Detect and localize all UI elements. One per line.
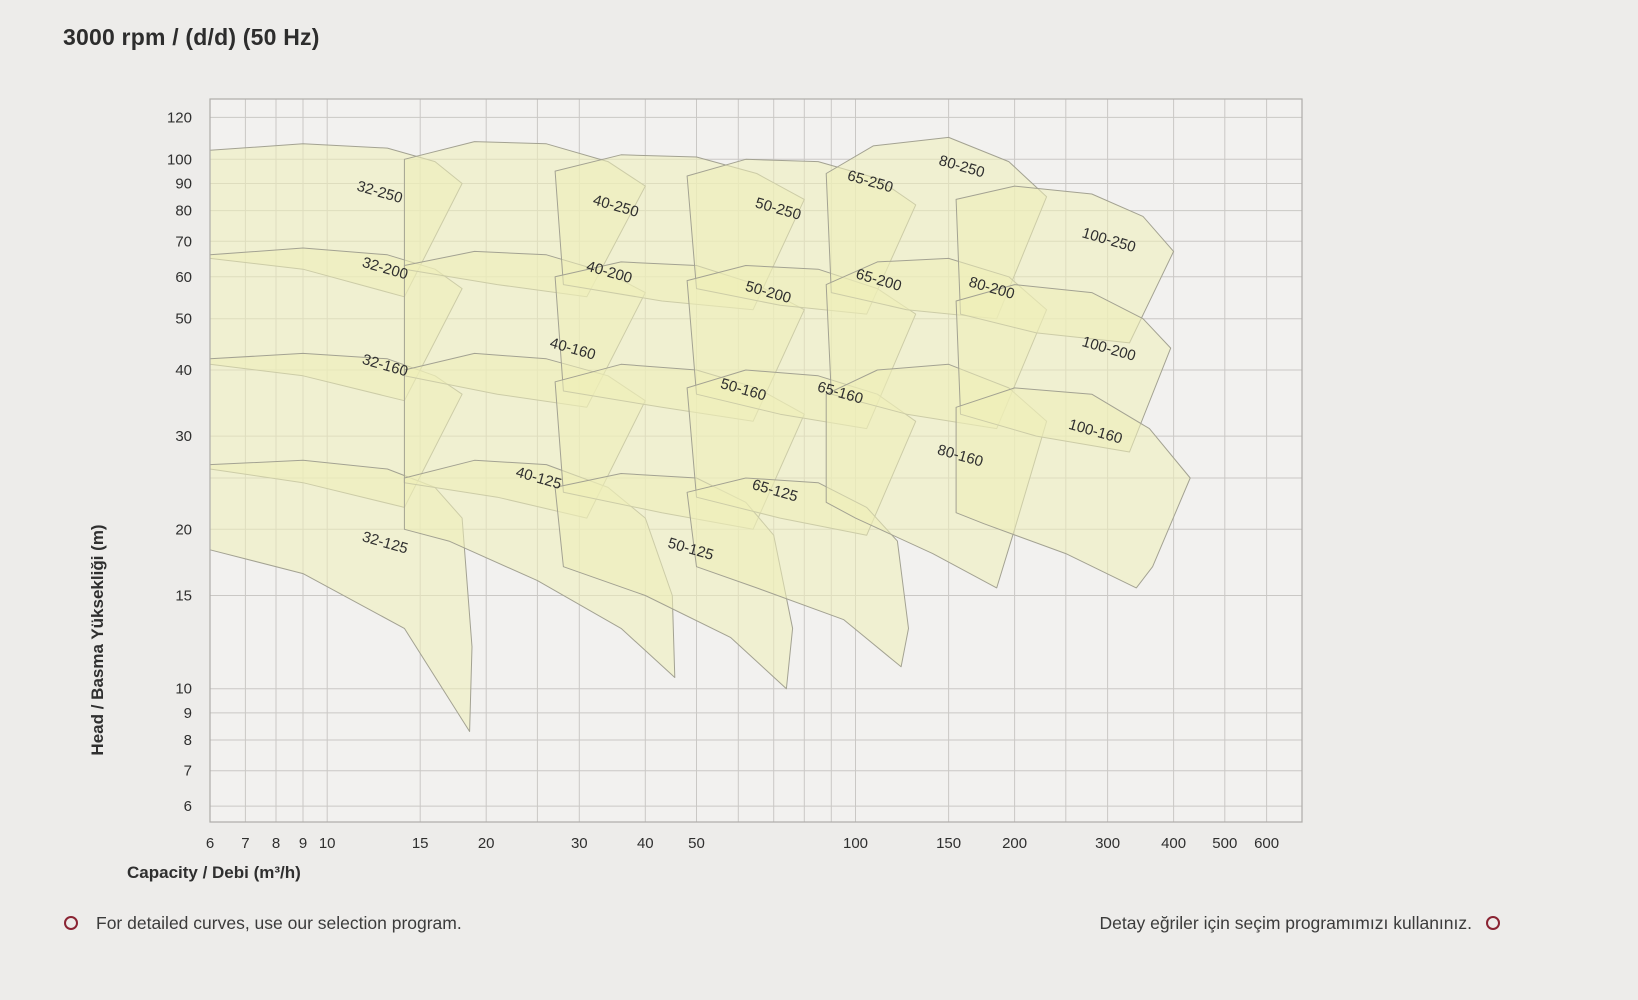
y-tick-100: 100 <box>167 151 192 168</box>
x-tick-300: 300 <box>1095 835 1120 852</box>
plot-frame <box>209 98 1303 823</box>
page-title: 3000 rpm / (d/d) (50 Hz) <box>63 24 320 50</box>
region-65-125 <box>686 477 909 668</box>
y-tick-9: 9 <box>184 705 192 722</box>
y-axis-label: Head / Basma Yüksekliği (m) <box>88 524 107 755</box>
x-tick-20: 20 <box>478 835 495 852</box>
footer: For detailed curves, use our selection p… <box>0 903 1638 943</box>
y-tick-6: 6 <box>184 798 192 815</box>
y-tick-20: 20 <box>175 521 192 538</box>
x-tick-100: 100 <box>843 835 868 852</box>
x-tick-50: 50 <box>688 835 705 852</box>
footer-note-left: For detailed curves, use our selection p… <box>64 913 462 934</box>
region-100-160 <box>955 387 1191 589</box>
y-tick-8: 8 <box>184 732 192 749</box>
y-tick-15: 15 <box>175 588 192 605</box>
y-tick-60: 60 <box>175 269 192 286</box>
x-tick-40: 40 <box>637 835 654 852</box>
footer-left-text: For detailed curves, use our selection p… <box>96 912 462 933</box>
x-tick-600: 600 <box>1254 835 1279 852</box>
x-tick-15: 15 <box>412 835 429 852</box>
y-tick-10: 10 <box>175 681 192 698</box>
x-tick-6: 6 <box>206 835 214 852</box>
x-tick-200: 200 <box>1002 835 1027 852</box>
y-tick-7: 7 <box>184 763 192 780</box>
y-tick-30: 30 <box>175 428 192 445</box>
x-tick-9: 9 <box>299 835 307 852</box>
x-tick-500: 500 <box>1212 835 1237 852</box>
x-tick-10: 10 <box>319 835 336 852</box>
selection-program-bullet-icon <box>64 916 78 930</box>
y-tick-80: 80 <box>175 203 192 220</box>
y-tick-50: 50 <box>175 311 192 328</box>
footer-right-text: Detay eğriler için seçim programımızı ku… <box>1099 912 1472 933</box>
y-tick-70: 70 <box>175 233 192 250</box>
y-tick-40: 40 <box>175 362 192 379</box>
x-axis-label: Capacity / Debi (m³/h) <box>127 863 301 882</box>
x-tick-30: 30 <box>571 835 588 852</box>
footer-note-right: Detay eğriler için seçim programımızı ku… <box>1100 913 1500 934</box>
x-tick-8: 8 <box>272 835 280 852</box>
x-tick-7: 7 <box>241 835 249 852</box>
y-tick-120: 120 <box>167 109 192 126</box>
pump-selection-chart: 32-25032-20032-16032-12540-25040-20040-1… <box>88 98 1303 882</box>
x-tick-150: 150 <box>936 835 961 852</box>
x-tick-400: 400 <box>1161 835 1186 852</box>
y-tick-90: 90 <box>175 176 192 193</box>
selection-program-bullet-icon <box>1486 916 1500 930</box>
